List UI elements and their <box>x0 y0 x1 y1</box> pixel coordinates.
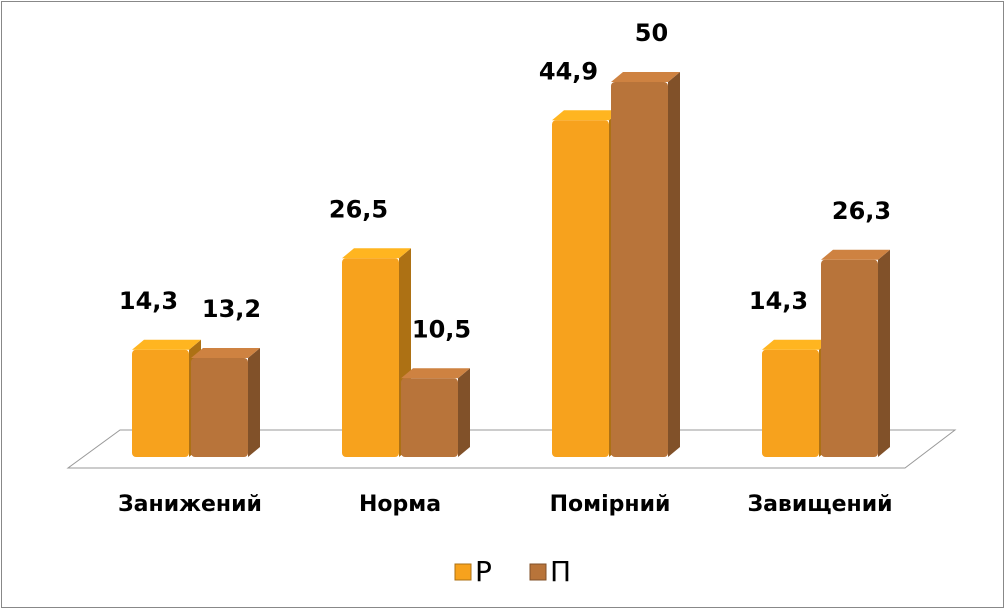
bar-front <box>552 120 609 457</box>
data-label: 26,5 <box>329 195 388 223</box>
bar <box>821 249 890 457</box>
legend-label: П <box>550 555 571 588</box>
data-label: 26,3 <box>832 197 891 225</box>
bar-front <box>342 258 399 457</box>
bar-side <box>878 249 890 457</box>
bar-front <box>821 259 878 457</box>
bar <box>191 348 260 457</box>
bar-side <box>458 368 470 457</box>
legend-swatch <box>529 563 547 581</box>
legend-swatch <box>454 563 472 581</box>
x-tick-label: Занижений <box>118 492 262 517</box>
bar-front <box>611 82 668 457</box>
bar-front <box>191 358 248 457</box>
bar-top <box>821 249 890 260</box>
bar <box>132 339 201 457</box>
data-label: 14,3 <box>119 287 178 315</box>
bar <box>762 339 831 457</box>
bar-front <box>401 378 458 457</box>
bar <box>342 248 411 457</box>
bar <box>552 110 621 457</box>
x-tick-label: Помірний <box>550 492 671 517</box>
bar-front <box>132 349 189 457</box>
data-label: 44,9 <box>539 57 598 85</box>
floor <box>66 429 957 469</box>
legend-label: Р <box>475 555 492 588</box>
bar-top <box>611 72 680 82</box>
bar-top <box>132 339 201 350</box>
bar <box>401 368 470 457</box>
bar-top <box>762 339 831 350</box>
data-label: 13,2 <box>202 295 261 323</box>
data-label: 10,5 <box>412 315 471 343</box>
bar-side <box>668 72 680 457</box>
x-tick-label: Завищений <box>747 492 892 517</box>
data-label: 50 <box>635 19 668 47</box>
bar <box>611 72 680 457</box>
x-tick-label: Норма <box>359 492 441 517</box>
bar-top <box>191 348 260 358</box>
bar-top <box>401 368 470 379</box>
bar-side <box>248 348 260 457</box>
data-label: 14,3 <box>749 287 808 315</box>
bar-top <box>342 248 411 259</box>
bar-top <box>552 110 621 121</box>
bar-front <box>762 349 819 457</box>
